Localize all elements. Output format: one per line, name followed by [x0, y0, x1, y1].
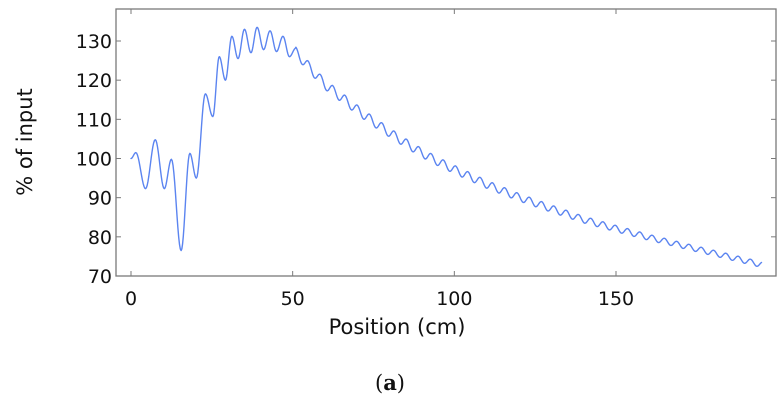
y-axis-tick-labels: 70 80 90 100 110 120 130: [76, 31, 112, 288]
caption-close-paren: ): [397, 371, 405, 395]
y-tick-label: 70: [88, 266, 112, 288]
caption-letter: a: [383, 370, 397, 395]
x-tick-label: 150: [598, 288, 634, 310]
x-axis-label: Position (cm): [329, 315, 466, 339]
axis-ticks: [116, 9, 776, 277]
y-tick-label: 130: [76, 31, 112, 53]
caption-open-paren: (: [375, 371, 383, 395]
y-tick-label: 110: [76, 109, 112, 131]
y-tick-label: 80: [88, 227, 112, 249]
x-tick-label: 50: [281, 288, 305, 310]
x-tick-label: 100: [436, 288, 472, 310]
plot-frame: [115, 8, 777, 277]
y-tick-label: 90: [88, 188, 112, 210]
figure-caption: (a): [375, 370, 405, 395]
y-tick-label: 120: [76, 70, 112, 92]
x-tick-label: 0: [125, 288, 137, 310]
data-line: [130, 26, 763, 267]
y-axis-label: % of input: [13, 88, 37, 196]
x-axis-tick-labels: 0 50 100 150: [125, 288, 634, 310]
y-tick-label: 100: [76, 149, 112, 171]
